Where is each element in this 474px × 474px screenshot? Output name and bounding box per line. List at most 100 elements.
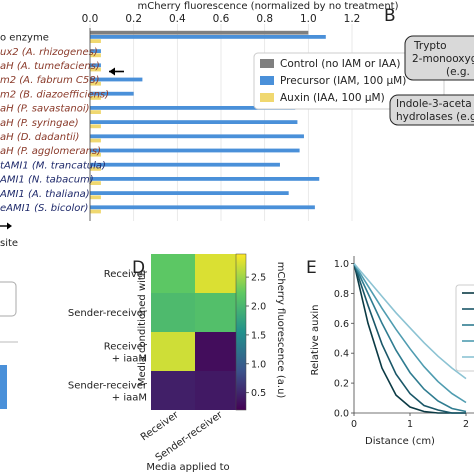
heatmap-xlabel: Media applied to <box>146 462 229 473</box>
enzyme-box-2-line-1: Indole-3-aceta <box>396 98 472 110</box>
category-label: m2 (B. diazoefficiens) <box>0 89 109 100</box>
series-line <box>353 263 466 414</box>
series-line <box>353 263 466 414</box>
x-tick-label: 1.2 <box>344 13 361 25</box>
panel-b: B Trypto 2-monooxygen (e.g. Indole-3-ace… <box>384 6 474 126</box>
legend-label-precursor: Precursor (IAM, 100 μM) <box>280 75 406 87</box>
bar-precursor <box>90 49 101 53</box>
bar-precursor <box>90 106 296 110</box>
heatmap-ylabel: Media conditioned with <box>137 270 148 386</box>
bar-auxin <box>90 167 101 171</box>
bar-chart-title: mCherry fluorescence (normalized by no t… <box>138 1 399 12</box>
heatmap-row-labels: Receiver Sender-receiver Receiver + iaaM Sen… <box>68 269 148 404</box>
bar-precursor <box>90 134 304 139</box>
category-label: tAMI1 (M. trancatula) <box>0 160 106 171</box>
bar-auxin <box>90 138 101 143</box>
heatmap-column-label: Receiver <box>139 409 181 443</box>
x-tick-label: 0 <box>351 419 357 430</box>
enzyme-box-1 <box>404 35 474 81</box>
bar-precursor <box>90 91 134 96</box>
enzyme-box-1-line-3: (e.g. <box>446 66 470 78</box>
panel-letter-b: B <box>384 6 396 26</box>
bar-auxin <box>90 53 101 58</box>
bar-chart-panel: mCherry fluorescence (normalized by no t… <box>0 1 445 249</box>
panel-letter-d: D <box>132 258 145 278</box>
heatmap-cell <box>151 293 195 332</box>
colorbar-ticks: 0.5 1.0 1.5 2.0 2.5 <box>246 273 266 399</box>
legend-swatch-control <box>260 59 274 68</box>
heatmap-cell <box>151 371 195 410</box>
panel-letter-e: E <box>306 258 317 278</box>
y-tick-label: 0.8 <box>334 289 349 300</box>
line-chart-panel: E Relative auxin 0.0 0.2 0.4 0.6 0.8 1.0 0 1 2 D… <box>306 256 474 447</box>
bar-control <box>90 30 309 35</box>
bar-chart-categories: o enzyme ux2 (A. rhizogenes) aH (A. tumefa… <box>0 33 109 214</box>
series-line <box>353 263 467 404</box>
legend-swatch-auxin <box>260 93 274 102</box>
colorbar <box>235 253 247 411</box>
heatmap-cell <box>195 254 239 293</box>
series-line <box>353 262 467 380</box>
bar-precursor <box>90 177 320 181</box>
y-tick-label: 0.2 <box>334 379 349 390</box>
bar-auxin <box>90 81 101 86</box>
heatmap-cell <box>151 254 195 293</box>
line-chart-series <box>353 262 467 414</box>
category-label: eAMI1 (S. bicolor) <box>0 203 88 214</box>
bar-chart-ticks: 0.0 0.2 0.4 0.6 0.8 1.0 1.2 <box>82 13 361 25</box>
colorbar-tick-label: 1.0 <box>251 359 266 370</box>
bar-auxin <box>90 96 101 100</box>
bar-precursor <box>90 120 298 124</box>
line-chart-ylabel: Relative auxin <box>310 304 321 375</box>
line-chart-ticks: 0.0 0.2 0.4 0.6 0.8 1.0 0 1 2 <box>334 259 469 430</box>
category-label: aH (P. syringae) <box>0 118 79 129</box>
category-label: o enzyme <box>0 33 49 44</box>
bar-precursor <box>90 162 280 167</box>
bar-precursor <box>90 63 101 68</box>
line-chart-legend <box>455 284 474 372</box>
enzyme-box-1-line-1: Trypto <box>413 40 447 52</box>
category-label: m2 (A. fabrum C58) <box>0 75 100 86</box>
bar-precursor <box>90 191 289 195</box>
left-bar-fragment <box>0 365 7 409</box>
bar-auxin <box>90 181 101 185</box>
colorbar-tick-label: 2.0 <box>251 302 266 313</box>
bar-precursor <box>90 205 315 210</box>
colorbar-label: mCherry fluorescence (a.u) <box>275 262 286 399</box>
legend-swatch-precursor <box>260 76 274 85</box>
enzyme-box-2-line-2: hydrolases (e.g. <box>396 111 474 123</box>
bar-chart-bars <box>90 30 326 214</box>
heatmap-row-label: Receiver <box>104 269 148 280</box>
line-chart-xlabel: Distance (cm) <box>365 436 435 447</box>
left-fragments <box>0 281 18 409</box>
enzyme-box-2 <box>389 94 474 126</box>
bar-chart-footer: site <box>0 238 18 249</box>
y-tick-label: 0.4 <box>334 349 349 360</box>
category-label: aH (P. agglomerans) <box>0 146 101 157</box>
legend-label-control: Control (no IAM or IAA) <box>280 58 400 70</box>
bar-auxin <box>90 152 101 157</box>
legend-frame <box>455 284 474 372</box>
x-tick-label: 0.4 <box>169 13 186 25</box>
bar-auxin <box>90 195 101 200</box>
category-label: AMI1 (A. thaliana) <box>0 189 90 200</box>
category-label: ux2 (A. rhizogenes) <box>0 47 98 58</box>
bar-precursor <box>90 35 326 39</box>
y-tick-label: 0.6 <box>334 319 349 330</box>
colorbar-tick-label: 1.5 <box>251 330 266 341</box>
heatmap-panel: D Media conditioned with ReceiverSender-… <box>68 253 286 473</box>
enzyme-box-1-line-2: 2-monooxygen <box>412 53 474 65</box>
colorbar-tick-label: 0.5 <box>251 388 266 399</box>
x-tick-label: 1 <box>407 419 413 430</box>
heatmap-row-label: Sender-receiver <box>68 308 148 319</box>
category-label: aH (D. dadantii) <box>0 132 79 143</box>
category-label: aH (A. tumefaciens) <box>0 61 100 72</box>
x-tick-label: 0.8 <box>256 13 273 25</box>
heatmap-row-label: Receiver + iaaM <box>104 342 148 365</box>
bar-precursor <box>90 148 300 153</box>
y-tick-label: 0.0 <box>334 409 349 420</box>
bar-auxin <box>90 209 101 214</box>
bar-auxin <box>90 39 101 43</box>
